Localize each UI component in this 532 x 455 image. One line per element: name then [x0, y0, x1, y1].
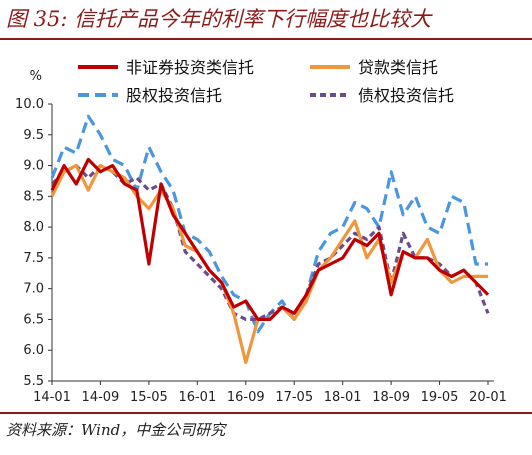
x-tick-label: 18-01: [324, 390, 362, 405]
x-tick-label: 15-05: [130, 390, 168, 405]
y-tick-label: 8.0: [23, 220, 44, 235]
series-line-2: [50, 164, 488, 365]
legend-label-2: 贷款类信托: [358, 58, 438, 77]
title-rule: [0, 38, 532, 40]
legend-label-1: 非证券投资类信托: [126, 58, 254, 77]
x-tick-label: 20-01: [469, 390, 507, 405]
y-tick-label: 9.0: [23, 159, 44, 174]
x-tick-label: 19-05: [421, 390, 459, 405]
source-rule: [0, 412, 532, 414]
y-tick-label: 7.0: [23, 282, 44, 297]
chart-title: 图 35: 信托产品今年的利率下行幅度也比较大: [6, 7, 432, 31]
y-tick-label: 6.0: [23, 343, 44, 358]
series-line-1: [50, 157, 490, 321]
x-tick-label: 17-05: [275, 390, 313, 405]
axes: % 5.5 6.0 6.5 7.0 7.5 8.0 8.5 9.0 9.5 10.0 14-01 14-…: [15, 69, 507, 405]
x-tick-label: 16-01: [178, 390, 216, 405]
y-tick-label: 7.5: [23, 251, 44, 266]
y-unit-label: %: [30, 69, 42, 84]
series-line-3: [50, 114, 488, 334]
x-tick-label: 14-01: [33, 390, 71, 405]
series-layer: [50, 114, 490, 365]
series-line-4: [50, 164, 490, 321]
legend-label-4: 债权投资信托: [358, 86, 454, 105]
line-chart: % 5.5 6.0 6.5 7.0 7.5 8.0 8.5 9.0 9.5 10.0 14-01 14-…: [15, 58, 507, 405]
y-tick-label: 9.5: [23, 128, 44, 143]
legend-label-3: 股权投资信托: [126, 86, 222, 105]
y-tick-label: 5.5: [23, 374, 44, 389]
x-tick-label: 14-09: [82, 390, 120, 405]
y-tick-label: 6.5: [23, 312, 44, 327]
source-note: 资料来源：Wind，中金公司研究: [6, 421, 226, 439]
x-tick-label: 18-09: [372, 390, 410, 405]
x-tick-label: 16-09: [227, 390, 265, 405]
y-tick-label: 8.5: [23, 189, 44, 204]
y-tick-label: 10.0: [15, 97, 44, 112]
